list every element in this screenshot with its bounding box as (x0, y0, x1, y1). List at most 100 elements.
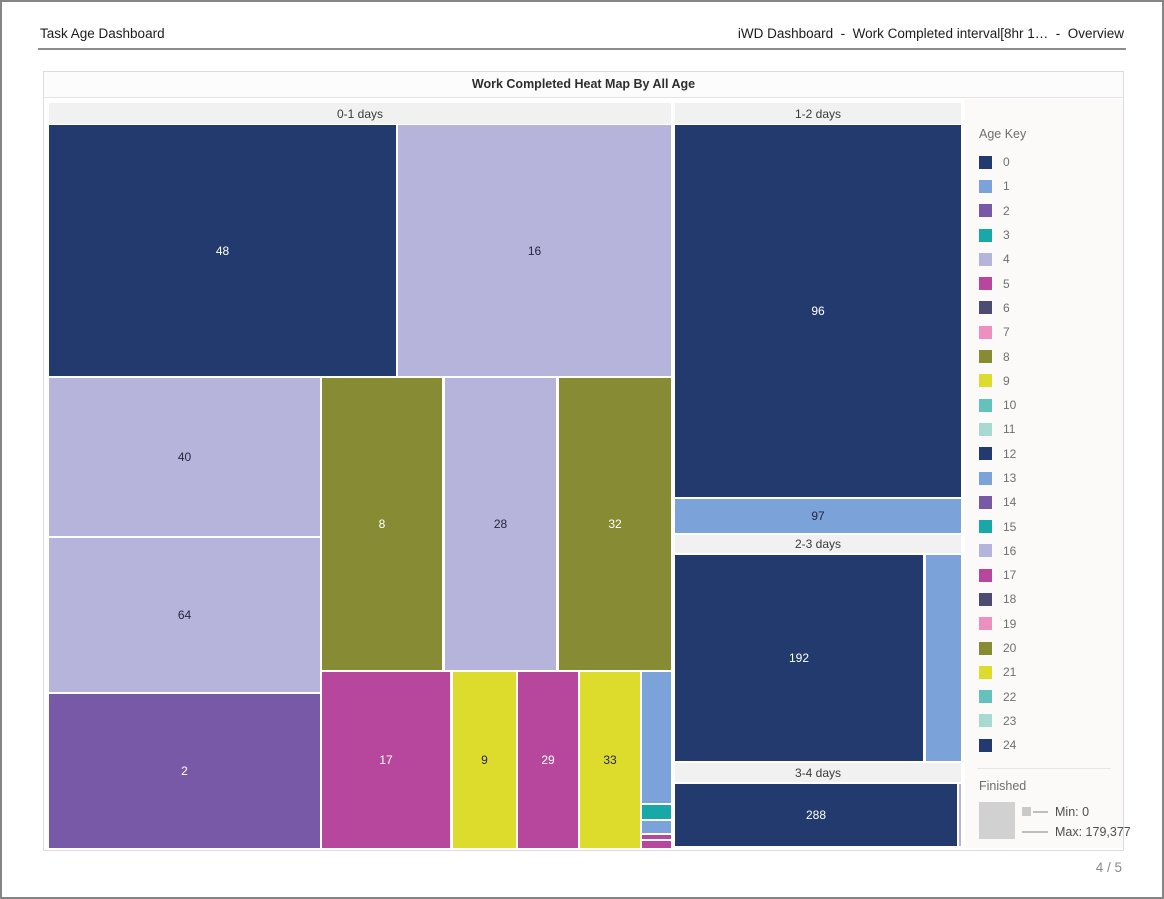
app-header: Task Age Dashboard iWD Dashboard - Work … (40, 26, 1124, 41)
treemap-tile[interactable]: 64 (49, 538, 320, 692)
treemap-tile[interactable]: 48 (49, 125, 396, 376)
age-key-legend: Age Key 0 1 2 3 4 5 6 7 8 9 10 11 12 13 14 15 16 17 18 19 20… (965, 99, 1131, 848)
finished-legend-title: Finished (979, 779, 1027, 794)
legend-item-label: 6 (1003, 300, 1010, 315)
legend-item-age-6[interactable]: 6 (979, 296, 1123, 320)
finished-min-row: Min: 0 (1022, 804, 1131, 819)
age-color-swatch-icon (979, 665, 992, 679)
finished-max-label: Max: 179,377 (1055, 824, 1131, 839)
treemap-tile[interactable] (642, 805, 671, 819)
legend-item-age-1[interactable]: 1 (979, 174, 1123, 198)
age-color-swatch-icon (979, 447, 992, 461)
age-color-swatch-icon (979, 544, 992, 558)
legend-item-age-14[interactable]: 14 (979, 490, 1123, 514)
legend-item-age-2[interactable]: 2 (979, 199, 1123, 223)
page-indicator: 4 / 5 (1095, 860, 1122, 875)
legend-item-label: 14 (1003, 495, 1017, 510)
legend-item-age-13[interactable]: 13 (979, 466, 1123, 490)
treemap-tile[interactable] (959, 784, 961, 846)
treemap-tile[interactable]: 32 (559, 378, 671, 670)
legend-item-age-4[interactable]: 4 (979, 247, 1123, 271)
age-key-items: 0 1 2 3 4 5 6 7 8 9 10 11 12 13 14 15 16 17 18 19 20 21 22 23 24 (979, 150, 1123, 757)
legend-item-label: 19 (1003, 616, 1017, 631)
treemap-section-header: 0-1 days (49, 103, 671, 124)
treemap-tile[interactable] (642, 672, 671, 803)
legend-item-label: 24 (1003, 738, 1017, 753)
legend-item-age-23[interactable]: 23 (979, 709, 1123, 733)
legend-item-age-24[interactable]: 24 (979, 733, 1123, 757)
age-color-swatch-icon (979, 228, 992, 242)
age-color-swatch-icon (979, 422, 992, 436)
legend-item-label: 5 (1003, 276, 1010, 291)
treemap-tile[interactable]: 29 (518, 672, 578, 848)
age-color-swatch-icon (979, 617, 992, 631)
treemap-tile[interactable]: 2 (49, 694, 320, 848)
treemap-tile[interactable] (642, 835, 671, 839)
age-color-swatch-icon (979, 568, 992, 582)
legend-item-label: 20 (1003, 641, 1017, 656)
treemap-tile[interactable]: 33 (580, 672, 640, 848)
legend-item-age-8[interactable]: 8 (979, 344, 1123, 368)
legend-item-age-18[interactable]: 18 (979, 587, 1123, 611)
legend-item-age-0[interactable]: 0 (979, 150, 1123, 174)
treemap-tile[interactable] (642, 841, 671, 848)
legend-item-age-3[interactable]: 3 (979, 223, 1123, 247)
legend-item-label: 13 (1003, 471, 1017, 485)
min-square-icon (1022, 807, 1031, 817)
treemap-tile[interactable] (926, 555, 961, 761)
legend-item-label: 21 (1003, 665, 1017, 680)
chart-panel: Work Completed Heat Map By All Age 0-1 d… (43, 71, 1131, 851)
legend-item-label: 17 (1003, 568, 1017, 583)
legend-item-age-17[interactable]: 17 (979, 563, 1123, 587)
legend-item-label: 4 (1003, 252, 1010, 267)
legend-item-label: 2 (1003, 203, 1010, 218)
legend-item-label: 1 (1003, 179, 1010, 194)
legend-item-label: 11 (1003, 422, 1016, 437)
treemap-tile[interactable]: 40 (49, 378, 320, 536)
treemap-tile[interactable]: 8 (322, 378, 442, 670)
finished-minmax: Min: 0 Max: 179,377 (1022, 802, 1131, 839)
legend-item-label: 22 (1003, 689, 1017, 704)
header-divider (38, 48, 1126, 50)
age-color-swatch-icon (979, 641, 992, 655)
legend-item-age-11[interactable]: 11 (979, 417, 1123, 441)
age-color-swatch-icon (979, 179, 992, 193)
legend-item-age-15[interactable]: 15 (979, 514, 1123, 538)
age-color-swatch-icon (979, 714, 992, 728)
legend-item-age-10[interactable]: 10 (979, 393, 1123, 417)
age-color-swatch-icon (979, 325, 992, 339)
legend-item-age-5[interactable]: 5 (979, 271, 1123, 295)
treemap-tile[interactable]: 288 (675, 784, 957, 846)
age-color-swatch-icon (979, 471, 992, 485)
treemap-tile[interactable]: 9 (453, 672, 516, 848)
legend-item-age-21[interactable]: 21 (979, 660, 1123, 684)
legend-item-label: 18 (1003, 592, 1017, 607)
treemap: 0-1 days 1-2 days 2-3 days 3-4 days 48 16 40 64… (49, 103, 961, 848)
legend-item-age-9[interactable]: 9 (979, 369, 1123, 393)
treemap-tile[interactable]: 28 (445, 378, 556, 670)
legend-item-age-16[interactable]: 16 (979, 539, 1123, 563)
age-color-swatch-icon (979, 252, 992, 266)
legend-item-label: 9 (1003, 373, 1010, 388)
treemap-tile[interactable]: 17 (322, 672, 450, 848)
legend-item-age-12[interactable]: 12 (979, 442, 1123, 466)
legend-title: Age Key (979, 127, 1027, 141)
finished-min-label: Min: 0 (1055, 804, 1090, 819)
treemap-section-header: 3-4 days (675, 763, 961, 782)
legend-item-age-22[interactable]: 22 (979, 685, 1123, 709)
treemap-tile[interactable]: 96 (675, 125, 961, 497)
legend-item-age-7[interactable]: 7 (979, 320, 1123, 344)
legend-item-label: 7 (1003, 325, 1010, 340)
treemap-tile[interactable] (642, 821, 671, 833)
legend-item-label: 16 (1003, 543, 1017, 558)
legend-item-age-19[interactable]: 19 (979, 612, 1123, 636)
legend-item-age-20[interactable]: 20 (979, 636, 1123, 660)
breadcrumb: iWD Dashboard - Work Completed interval[… (737, 26, 1124, 41)
treemap-tile[interactable]: 16 (398, 125, 671, 376)
finished-max-row: Max: 179,377 (1022, 824, 1131, 839)
legend-divider (977, 768, 1111, 770)
treemap-tile[interactable]: 97 (675, 499, 961, 533)
age-color-swatch-icon (979, 495, 992, 509)
treemap-tile[interactable]: 192 (675, 555, 923, 761)
